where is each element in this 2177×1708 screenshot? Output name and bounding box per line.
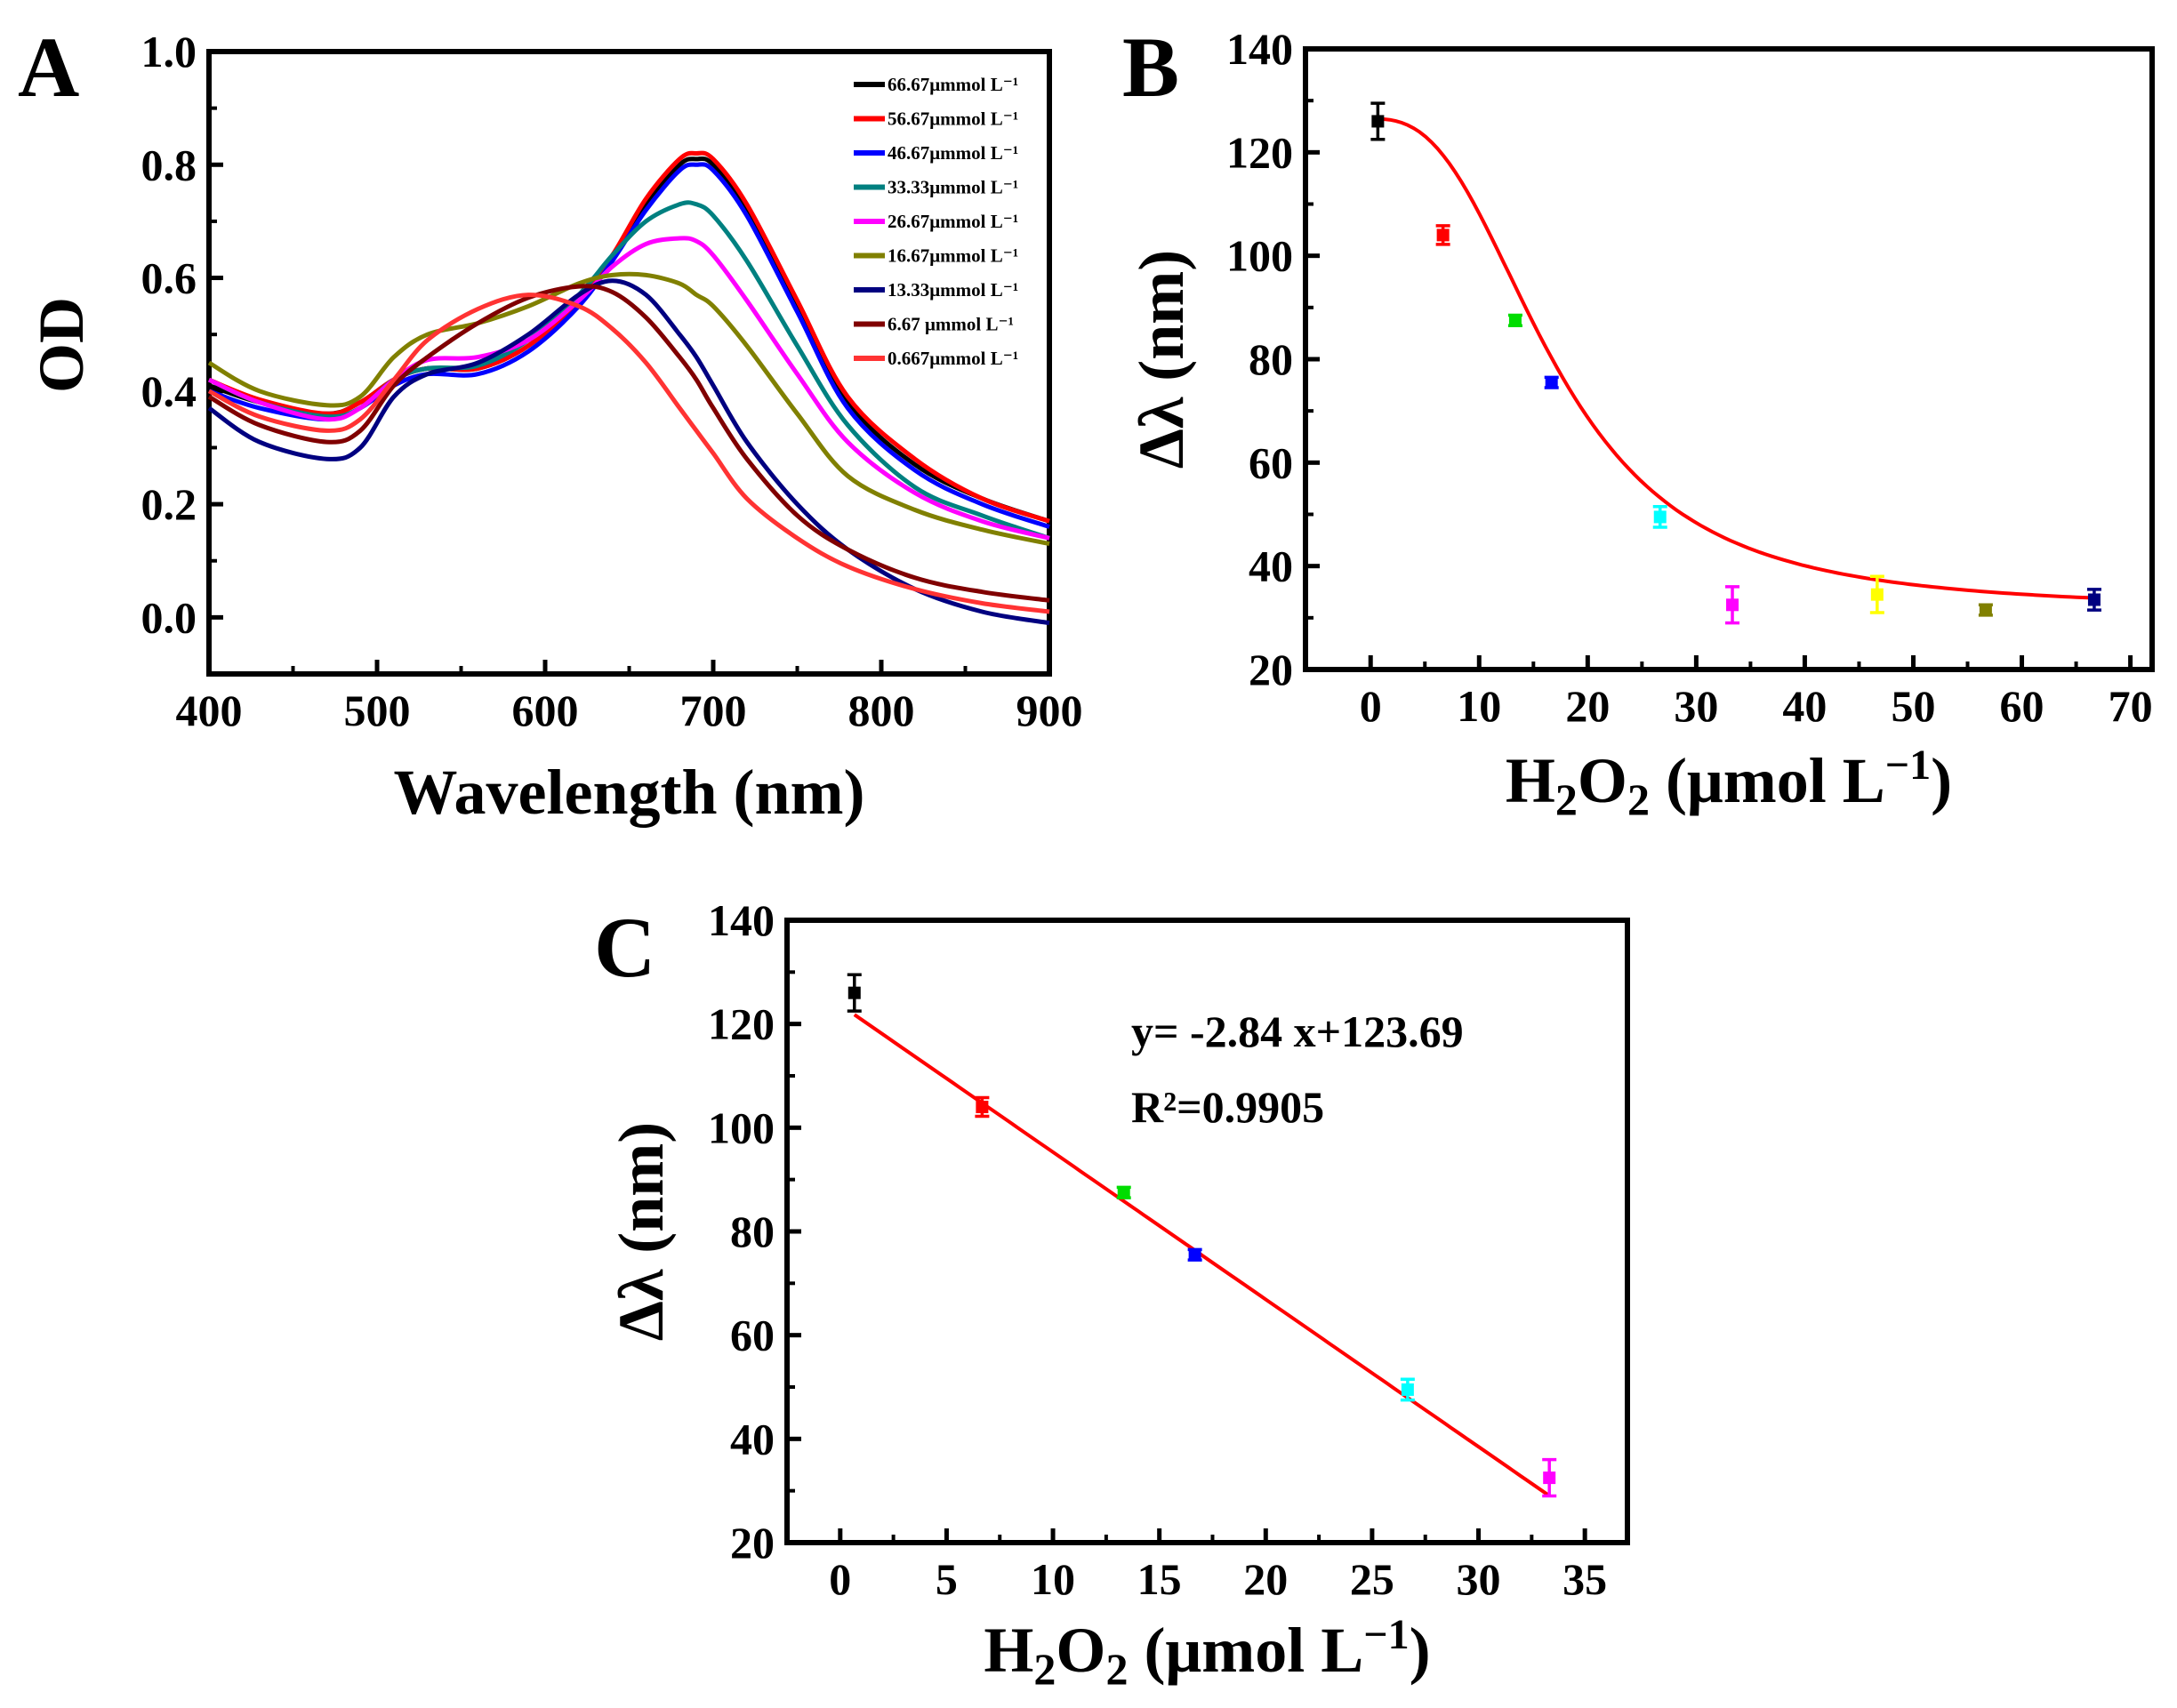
- y-tick-label-c: 120: [708, 999, 775, 1049]
- y-axis-title-c: Δλ (nm): [606, 1122, 677, 1341]
- spectrum-line-9: [207, 293, 1050, 614]
- x-axis-title-c: H2O2 (μmol L−1): [984, 1611, 1430, 1694]
- spectrum-line-8: [207, 284, 1050, 603]
- x-tick-label-c: 0: [829, 1554, 851, 1604]
- data-point-c-4: [1188, 1248, 1201, 1262]
- y-tick-label-c: 60: [730, 1311, 775, 1360]
- panel-letter-c: C: [594, 900, 655, 995]
- fit-r-squared: R²=0.9905: [1131, 1082, 1324, 1132]
- data-point-b-9: [2087, 593, 2101, 606]
- legend-label-4: 33.33μmmol L⁻¹: [888, 177, 1018, 198]
- y-tick-label-b: 40: [1249, 541, 1293, 591]
- data-point-b-1: [1371, 115, 1385, 128]
- spectrum-line-6: [207, 271, 1050, 547]
- x-tick-label-a: 700: [680, 686, 747, 735]
- legend-label-7: 13.33μmmol L⁻¹: [888, 279, 1018, 301]
- data-point-b-7: [1870, 588, 1884, 601]
- spectrum-line-2: [208, 150, 1050, 524]
- panel-letter-b: B: [1122, 20, 1179, 115]
- y-tick-label-c: 40: [730, 1414, 775, 1463]
- x-tick-label-b: 70: [2109, 681, 2153, 731]
- legend-label-2: 56.67μmmol L⁻¹: [888, 108, 1018, 130]
- x-tick-label-b: 0: [1360, 681, 1382, 731]
- y-tick-label-b: 100: [1226, 231, 1293, 281]
- y-tick-label-c: 20: [730, 1518, 775, 1568]
- legend-label-8: 6.67 μmmol L⁻¹: [888, 314, 1014, 335]
- y-tick-label-b: 140: [1226, 24, 1293, 74]
- chart-a: 400 500 600 700 800 900 0.0 0.2 0.4 0.6 0.8 1.0 66.6…: [26, 27, 1083, 828]
- x-tick-label-c: 30: [1457, 1554, 1501, 1604]
- x-axis-title-a: Wavelength (nm): [394, 757, 865, 828]
- data-point-c-1: [848, 986, 861, 999]
- y-tick-label-a: 0.2: [141, 479, 197, 529]
- legend-label-1: 66.67μmmol L⁻¹: [888, 74, 1018, 95]
- legend-label-6: 16.67μmmol L⁻¹: [888, 245, 1018, 267]
- x-tick-label-b: 10: [1457, 681, 1501, 731]
- y-tick-label-b: 60: [1249, 437, 1293, 487]
- x-tick-label-c: 25: [1350, 1554, 1394, 1604]
- y-axis-title-a: OD: [26, 297, 97, 393]
- legend-label-3: 46.67μmmol L⁻¹: [888, 142, 1018, 164]
- data-point-c-2: [976, 1101, 989, 1113]
- spectrum-line-5: [207, 236, 1050, 541]
- y-tick-label-a: 0.8: [141, 140, 197, 189]
- y-tick-label-c: 100: [708, 1103, 775, 1152]
- x-axis-title-b: H2O2 (μmol L−1): [1506, 742, 1952, 824]
- x-tick-label-b: 50: [1891, 681, 1935, 731]
- data-point-b-5: [1653, 510, 1667, 524]
- x-tick-label-a: 800: [848, 686, 915, 735]
- panel-letter-a: A: [18, 20, 79, 115]
- x-tick-label-a: 500: [344, 686, 411, 735]
- x-tick-label-b: 60: [2000, 681, 2044, 731]
- data-point-c-5: [1401, 1383, 1414, 1396]
- x-tick-label-a: 900: [1016, 686, 1083, 735]
- y-tick-label-b: 80: [1249, 334, 1293, 384]
- fit-equation: y= -2.84 x+123.69: [1131, 1006, 1464, 1056]
- data-point-c-6: [1543, 1471, 1556, 1485]
- x-tick-label-a: 600: [512, 686, 579, 735]
- x-tick-label-c: 35: [1562, 1554, 1607, 1604]
- y-tick-label-a: 0.4: [141, 366, 197, 416]
- legend-label-9: 0.667μmmol L⁻¹: [888, 348, 1018, 369]
- x-tick-label-a: 400: [176, 686, 243, 735]
- y-tick-label-a: 0.0: [141, 592, 197, 642]
- y-tick-label-a: 1.0: [141, 27, 197, 76]
- data-point-b-8: [1979, 604, 1992, 617]
- fit-curve-b: [1378, 116, 2094, 600]
- chart-c: 0 5 10 15 20 25 30 35 20 40 60 80 100 120 140 H2O2 (μmo…: [606, 895, 1630, 1694]
- x-tick-label-b: 30: [1674, 681, 1718, 731]
- y-tick-label-c: 80: [730, 1207, 775, 1256]
- data-point-b-4: [1545, 376, 1558, 389]
- data-point-b-3: [1508, 314, 1522, 327]
- x-tick-label-c: 15: [1137, 1554, 1182, 1604]
- chart-b: 0 10 20 30 40 50 60 70 20 40 60 80 100 120 140 H2O2 (μm…: [1126, 24, 2155, 824]
- x-tick-label-c: 20: [1243, 1554, 1288, 1604]
- x-tick-label-b: 40: [1782, 681, 1827, 731]
- x-tick-label-b: 20: [1565, 681, 1610, 731]
- y-axis-title-b: Δλ (nm): [1126, 250, 1197, 469]
- data-point-b-2: [1436, 229, 1450, 242]
- y-tick-label-b: 20: [1249, 645, 1293, 694]
- fit-curve-c: [853, 1013, 1551, 1497]
- y-tick-label-c: 140: [708, 895, 775, 945]
- data-point-c-3: [1117, 1186, 1130, 1199]
- data-point-b-6: [1726, 598, 1739, 612]
- x-tick-label-c: 5: [936, 1554, 958, 1604]
- x-tick-label-c: 10: [1031, 1554, 1075, 1604]
- y-tick-label-b: 120: [1226, 127, 1293, 177]
- y-tick-label-a: 0.6: [141, 253, 197, 303]
- legend-label-5: 26.67μmmol L⁻¹: [888, 211, 1018, 232]
